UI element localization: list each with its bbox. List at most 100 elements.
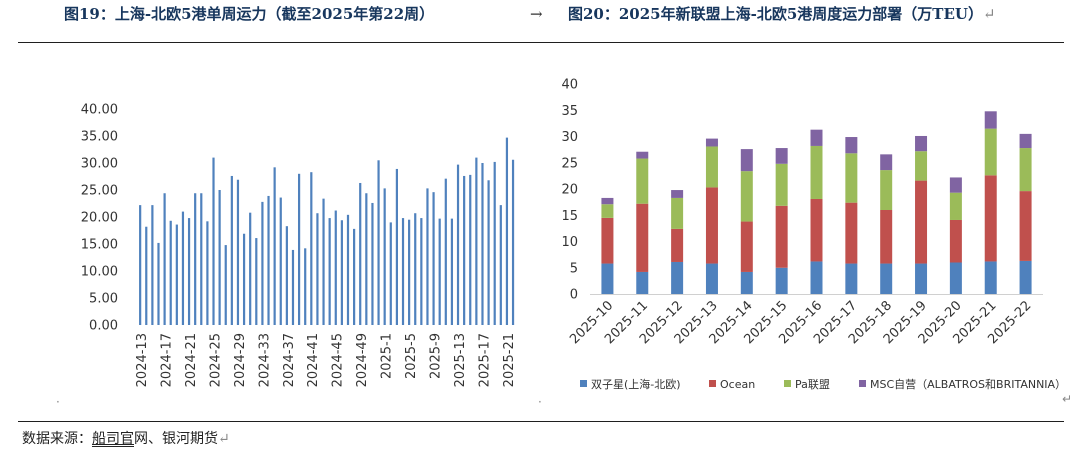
- stacked-bar-segment: [775, 148, 788, 164]
- bar: [389, 222, 392, 325]
- stacked-bar-segment: [915, 263, 928, 294]
- bar: [346, 214, 350, 325]
- x-tick-label: 2024-41: [306, 333, 321, 387]
- legend-label: Ocean: [720, 378, 755, 391]
- stacked-bar-segment: [915, 135, 928, 152]
- return-mark-icon: ↵: [982, 5, 996, 23]
- bar: [255, 238, 258, 325]
- legend-swatch: [580, 380, 587, 387]
- bar: [218, 190, 221, 325]
- source-rest: 网、银河期货: [134, 431, 218, 447]
- stacked-bar-segment: [636, 151, 649, 159]
- stacked-bar-segment: [880, 170, 893, 210]
- y-tick-label: 10: [561, 235, 578, 250]
- bar: [414, 213, 417, 325]
- stacked-bar-segment: [915, 151, 928, 181]
- stacked-bar-segment: [810, 145, 823, 199]
- y-tick-label: 15.00: [81, 238, 118, 253]
- stacked-bar-segment: [845, 202, 858, 264]
- y-tick-label: 15: [561, 209, 578, 224]
- stacked-bar-segment: [845, 263, 858, 294]
- source-prefix: 数据来源：: [22, 431, 92, 447]
- stacked-bar-segment: [810, 198, 823, 262]
- stacked-bar-segment: [845, 153, 858, 203]
- alliance-capacity-chart: 05101520253035402025-102025-112025-12202…: [561, 78, 1066, 392]
- y-tick-label: 0.00: [89, 319, 118, 334]
- bar: [139, 205, 142, 325]
- stacked-bar-segment: [880, 263, 893, 294]
- arrow-icon: →: [530, 5, 543, 23]
- right-anchor-dot: ·: [538, 395, 542, 409]
- bar: [273, 167, 276, 325]
- stacked-bar-segment: [775, 163, 788, 206]
- x-tick-label: 2025-1: [380, 333, 395, 379]
- stacked-bar-segment: [984, 111, 997, 129]
- bar: [463, 175, 466, 325]
- stacked-bar-segment: [810, 261, 823, 294]
- y-tick-label: 5.00: [89, 292, 118, 307]
- stacked-bar-segment: [775, 205, 788, 268]
- bar: [169, 220, 172, 325]
- bar: [505, 137, 509, 325]
- bar: [353, 228, 356, 325]
- stacked-bar-segment: [949, 177, 962, 193]
- y-tick-label: 40.00: [81, 103, 118, 118]
- legend-label: Pa联盟: [795, 378, 830, 391]
- legend-label: 双子星(上海-北欧): [591, 377, 681, 391]
- stacked-bar-segment: [915, 180, 928, 264]
- stacked-bar-segment: [671, 261, 684, 294]
- bar: [230, 175, 233, 325]
- stacked-bar-segment: [1019, 133, 1032, 149]
- y-tick-label: 25: [561, 156, 578, 171]
- stacked-bar-segment: [705, 263, 718, 294]
- stacked-bar-segment: [880, 210, 893, 264]
- x-tick-label: 2025-21: [502, 333, 517, 387]
- bar: [444, 178, 447, 325]
- stacked-bar-segment: [810, 129, 823, 146]
- bar: [432, 192, 435, 325]
- y-tick-label: 25.00: [81, 184, 118, 199]
- bar: [304, 248, 307, 325]
- y-tick-label: 30.00: [81, 157, 118, 172]
- bar: [242, 233, 246, 325]
- bar: [206, 221, 209, 325]
- x-tick-label: 2025-9: [428, 333, 443, 379]
- stacked-bar-segment: [880, 154, 893, 171]
- stacked-bar-segment: [601, 263, 614, 294]
- legend-swatch: [784, 380, 791, 387]
- stacked-bar-segment: [601, 217, 614, 264]
- stacked-bar-segment: [601, 204, 614, 218]
- bar: [291, 249, 295, 325]
- bar: [359, 182, 362, 325]
- bar: [395, 168, 398, 325]
- bar: [297, 173, 301, 325]
- bar: [310, 172, 313, 325]
- bar: [340, 220, 343, 325]
- bar: [499, 205, 502, 325]
- y-tick-label: 10.00: [81, 265, 118, 280]
- bar: [420, 218, 423, 325]
- bar: [236, 179, 240, 325]
- y-tick-label: 5: [570, 261, 578, 276]
- right-chart-title: 图20：2025年新联盟上海-北欧5港周度运力部署（万TEU）↵: [568, 0, 996, 28]
- stacked-bar-segment: [1019, 148, 1032, 192]
- y-tick-label: 35.00: [81, 130, 118, 145]
- bar: [285, 226, 288, 325]
- x-tick-label: 2025-17: [477, 333, 492, 387]
- bar: [322, 198, 325, 325]
- right-chart-title-text: 图20：2025年新联盟上海-北欧5港周度运力部署（万TEU）: [568, 5, 983, 23]
- y-tick-label: 0: [570, 288, 578, 303]
- stacked-bar-segment: [705, 146, 718, 188]
- bar: [145, 226, 148, 325]
- bottom-divider: [18, 421, 1064, 422]
- bar: [163, 193, 166, 325]
- legend-label: MSC自营（ALBATROS和BRITANNIA）: [870, 377, 1066, 391]
- source-note: 数据来源：船司官网、银河期货↵: [22, 428, 230, 448]
- stacked-bar-segment: [949, 219, 962, 263]
- bar: [475, 157, 478, 325]
- bar: [334, 210, 337, 325]
- x-tick-label: 2024-45: [331, 333, 346, 387]
- stacked-bar-segment: [740, 149, 753, 172]
- stacked-bar-segment: [601, 197, 614, 205]
- x-tick-label: 2024-37: [282, 333, 297, 387]
